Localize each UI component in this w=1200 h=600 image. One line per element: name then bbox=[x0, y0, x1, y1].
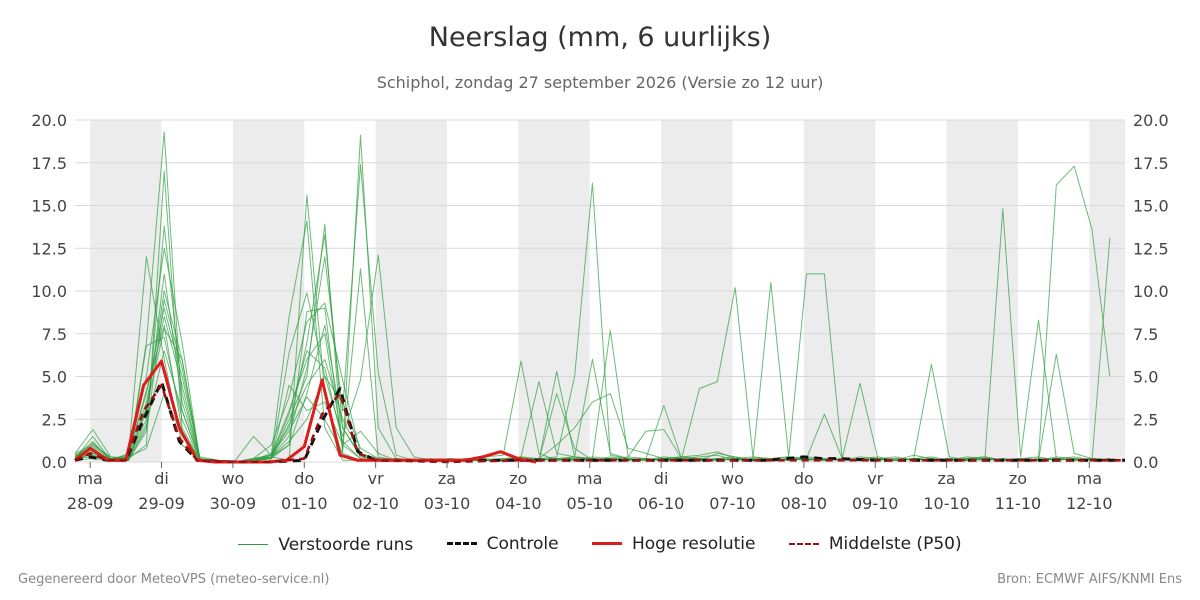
legend-item-hires[interactable]: Hoge resolutie bbox=[591, 533, 756, 554]
legend-swatch-control bbox=[446, 542, 477, 545]
y-tick-label-right: 5.0 bbox=[1133, 368, 1158, 387]
y-tick-label-right: 15.0 bbox=[1133, 197, 1169, 216]
x-tick-date: 05-10 bbox=[566, 494, 613, 513]
y-tick-label-right: 20.0 bbox=[1133, 111, 1169, 130]
y-tick-label-right: 7.5 bbox=[1133, 325, 1158, 344]
y-tick-label-left: 5.0 bbox=[42, 368, 67, 387]
x-tick-date: 03-10 bbox=[424, 494, 471, 513]
y-tick-label-left: 20.0 bbox=[31, 111, 67, 130]
footer-generator[interactable]: Gegenereerd door MeteoVPS (meteo-service… bbox=[18, 572, 330, 587]
y-tick-label-right: 0.0 bbox=[1133, 453, 1158, 472]
legend-swatch-ensemble bbox=[238, 544, 269, 545]
y-tick-label-left: 12.5 bbox=[31, 239, 67, 258]
legend-item-ensemble[interactable]: Verstoorde runs bbox=[238, 535, 413, 555]
x-tick-date: 07-10 bbox=[709, 494, 756, 513]
x-tick-day: zo bbox=[1009, 469, 1027, 488]
series-line-darkred-dashed bbox=[74, 383, 1125, 464]
legend-item-control[interactable]: Controle bbox=[446, 533, 559, 554]
x-tick-day: ma bbox=[577, 469, 602, 488]
y-tick-label-right: 10.0 bbox=[1133, 282, 1169, 301]
x-tick-day: ma bbox=[1077, 469, 1102, 488]
x-tick-date: 11-10 bbox=[995, 494, 1042, 513]
footer-source: Bron: ECMWF AIFS/KNMI Ens bbox=[997, 572, 1182, 587]
x-tick-day: do bbox=[794, 469, 814, 488]
chart-subtitle: Schiphol, zondag 27 september 2026 (Vers… bbox=[376, 73, 824, 92]
x-tick-date: 06-10 bbox=[638, 494, 685, 513]
x-tick-day: ma bbox=[77, 469, 102, 488]
y-tick-label-right: 17.5 bbox=[1133, 154, 1169, 173]
x-tick-date: 08-10 bbox=[781, 494, 828, 513]
y-tick-label-right: 2.5 bbox=[1133, 410, 1158, 429]
y-tick-label-left: 7.5 bbox=[42, 325, 67, 344]
x-tick-date: 09-10 bbox=[852, 494, 899, 513]
legend-label-hires: Hoge resolutie bbox=[631, 533, 756, 554]
x-tick-date: 12-10 bbox=[1066, 494, 1113, 513]
y-tick-label-left: 15.0 bbox=[31, 197, 67, 216]
x-tick-day: wo bbox=[221, 469, 244, 488]
legend-swatch-hires bbox=[591, 542, 622, 545]
series-layer bbox=[74, 131, 1125, 464]
x-tick-date: 28-09 bbox=[67, 494, 114, 513]
y-tick-label-left: 2.5 bbox=[42, 410, 67, 429]
legend-item-median[interactable]: Middelste (P50) bbox=[788, 534, 962, 554]
x-tick-date: 30-09 bbox=[210, 494, 257, 513]
x-tick-date: 10-10 bbox=[923, 494, 970, 513]
chart-title: Neerslag (mm, 6 uurlijks) bbox=[428, 22, 772, 53]
legend-label-control: Controle bbox=[486, 533, 559, 554]
y-tick-label-right: 12.5 bbox=[1133, 239, 1169, 258]
x-tick-day: di bbox=[654, 469, 669, 488]
x-tick-date: 01-10 bbox=[281, 494, 328, 513]
x-axis: ma 28-09 di 29-09 wo 30-09 do 01-10 vr 02-10 za 03-… bbox=[67, 462, 1113, 513]
x-tick-day: vr bbox=[368, 469, 384, 488]
y-axis-left: 0.0 2.5 5.0 7.5 10.0 12.5 15.0 17.5 20.0 bbox=[31, 111, 67, 472]
x-tick-day: za bbox=[438, 469, 456, 488]
y-tick-label-left: 10.0 bbox=[31, 282, 67, 301]
legend-label-median: Middelste (P50) bbox=[828, 534, 962, 554]
chart-legend: Verstoorde runs Controle Hoge resolutie … bbox=[0, 530, 1200, 555]
x-tick-day: vr bbox=[867, 469, 883, 488]
x-tick-day: za bbox=[937, 469, 955, 488]
y-tick-label-left: 0.0 bbox=[42, 453, 67, 472]
x-tick-date: 04-10 bbox=[495, 494, 542, 513]
x-tick-date: 02-10 bbox=[352, 494, 399, 513]
x-tick-date: 29-09 bbox=[138, 494, 185, 513]
x-tick-day: do bbox=[294, 469, 314, 488]
legend-swatch-median bbox=[788, 543, 819, 545]
legend-label-ensemble: Verstoorde runs bbox=[278, 534, 414, 555]
x-tick-day: wo bbox=[721, 469, 744, 488]
y-tick-label-left: 17.5 bbox=[31, 154, 67, 173]
series-line-red-solid bbox=[74, 359, 537, 464]
x-tick-day: zo bbox=[509, 469, 527, 488]
y-axis-right: 0.0 2.5 5.0 7.5 10.0 12.5 15.0 17.5 20.0 bbox=[1133, 111, 1169, 472]
x-tick-day: di bbox=[154, 469, 169, 488]
